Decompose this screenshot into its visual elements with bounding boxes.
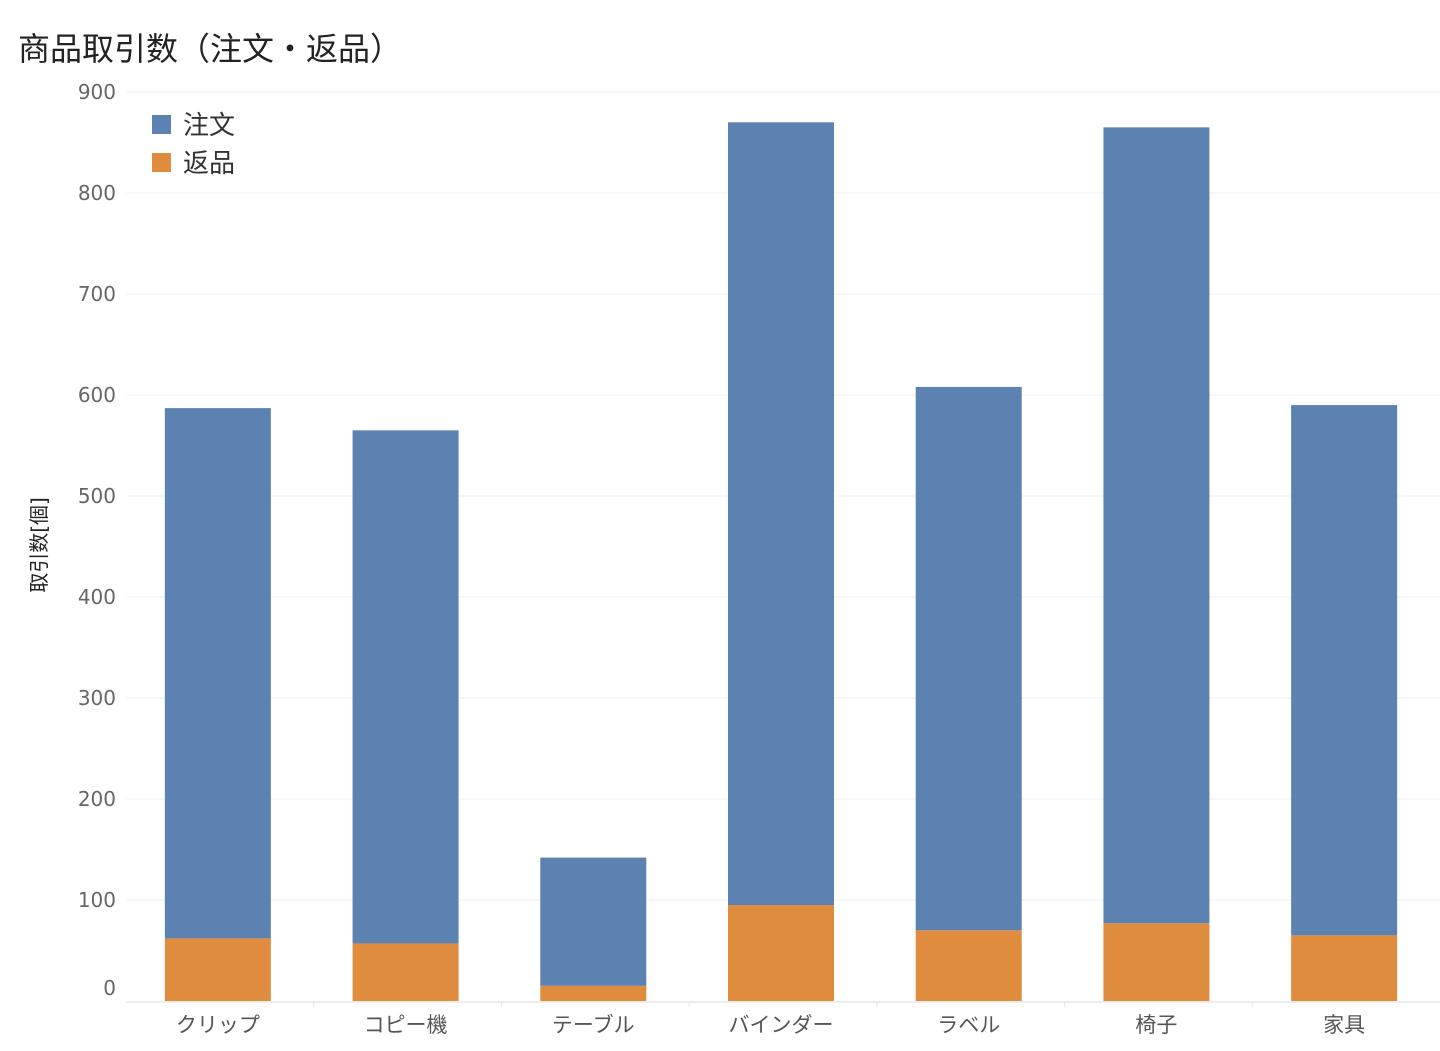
bar-return (915, 930, 1022, 1001)
bar-return (1291, 935, 1398, 1001)
x-tick-label: テーブル (552, 1013, 635, 1037)
x-tick-label: 椅子 (1135, 1013, 1177, 1037)
x-tick-label: コピー機 (364, 1013, 448, 1037)
x-axis-ticks: クリップ コピー機 テーブル バインダー ラベル 椅子 家具 (176, 1013, 1365, 1037)
x-tick-label: クリップ (176, 1013, 260, 1037)
y-axis-ticks: 0 100 200 300 400 500 600 700 800 900 (78, 80, 116, 1000)
y-tick-label: 400 (78, 585, 116, 609)
bar-return (540, 985, 647, 1001)
bar-order (540, 857, 647, 986)
bar-order (164, 408, 271, 939)
x-tick-label: ラベル (937, 1013, 1000, 1037)
y-tick-label: 600 (78, 383, 116, 407)
legend-swatch (152, 115, 171, 134)
bar-return (164, 938, 271, 1001)
bar-order (915, 386, 1022, 931)
x-tick-label: 家具 (1323, 1013, 1365, 1037)
y-tick-label: 900 (78, 80, 116, 104)
bars (164, 122, 1398, 1001)
legend-label: 注文 (183, 111, 235, 141)
y-tick-label: 100 (78, 888, 116, 912)
legend-label: 返品 (183, 149, 235, 179)
bar-return (1103, 923, 1210, 1001)
bar-return (352, 943, 459, 1001)
bar-order (1103, 127, 1210, 924)
y-axis-label: 取引数[個] (27, 497, 51, 593)
bar-order (1291, 405, 1398, 936)
y-tick-label: 200 (78, 787, 116, 811)
y-tick-label: 800 (78, 181, 116, 205)
y-tick-label: 300 (78, 686, 116, 710)
y-tick-label: 0 (103, 976, 116, 1000)
chart-title: 商品取引数（注文・返品） (18, 30, 403, 68)
bar-return (728, 905, 834, 1001)
x-tick-label: バインダー (729, 1013, 834, 1037)
bar-order (352, 430, 459, 944)
y-tick-label: 500 (78, 484, 116, 508)
legend-swatch (152, 153, 171, 172)
y-tick-label: 700 (78, 282, 116, 306)
bar-order (728, 122, 834, 906)
